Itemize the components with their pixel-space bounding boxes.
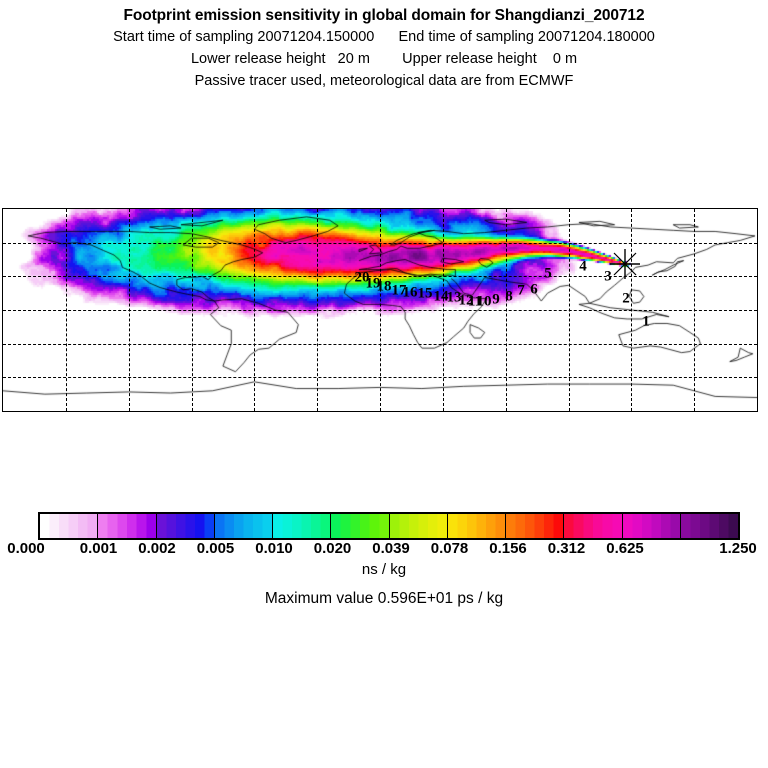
- colorbar-tick: 0.010: [255, 540, 293, 557]
- map-panel: 1 2 3 4 5 6 7 8 9 10 11 12 13 14 15 16 17 18 19 20: [2, 208, 758, 412]
- trajectory-day-labels: 1 2 3 4 5 6 7 8 9 10 11 12 13 14 15 16 17 18 19 20: [3, 209, 757, 411]
- colorbar-segment: [214, 514, 273, 538]
- colorbar-units: ns / kg: [361, 561, 407, 578]
- trajectory-day-label: 17: [391, 282, 407, 299]
- gridline-latitude: [3, 276, 757, 278]
- maximum-value-label: Maximum value 0.596E+01 ps / kg: [264, 590, 504, 607]
- trajectory-day-label: 11: [467, 293, 483, 310]
- trajectory-day-label: 15: [417, 285, 433, 302]
- trajectory-day-label: 2: [622, 290, 630, 307]
- colorbar-tick: 0.005: [196, 540, 235, 557]
- colorbar-segment: [564, 514, 623, 538]
- colorbar-segment: [156, 514, 215, 538]
- colorbar-segment: [506, 514, 565, 538]
- colorbar-tick: 0.625: [606, 540, 644, 557]
- map-gridlines: [3, 209, 757, 411]
- colorbar-tick: 0.156: [489, 540, 527, 557]
- trajectory-day-label: 8: [505, 288, 513, 305]
- colorbar-tick: 0.020: [313, 540, 352, 557]
- release-height-line: Lower release height 20 m Upper release …: [190, 51, 578, 67]
- colorbar-tick: 0.078: [430, 540, 469, 557]
- colorbar: [38, 512, 740, 540]
- trajectory-day-label: 20: [354, 269, 370, 286]
- gridline-latitude: [3, 242, 757, 244]
- colorbar-segment: [622, 514, 681, 538]
- colorbar-segment: [389, 514, 448, 538]
- trajectory-day-label: 7: [517, 282, 525, 299]
- colorbar-tick-labels: 0.000 0.001 0.002 0.005 0.010 0.020 0.039 0.078…: [0, 540, 768, 560]
- colorbar-tick: 0.001: [79, 540, 118, 557]
- colorbar-segment: [331, 514, 390, 538]
- colorbar-segment: [447, 514, 506, 538]
- trajectory-day-label: 12: [458, 292, 474, 309]
- release-site-marker: [608, 247, 642, 281]
- colorbar-tick: 0.039: [372, 540, 410, 557]
- trajectory-day-label: 16: [402, 284, 418, 301]
- trajectory-day-label: 18: [376, 278, 392, 295]
- trajectory-day-label: 5: [544, 265, 552, 282]
- colorbar-tick: 0.002: [138, 540, 176, 557]
- sampling-time-line: Start time of sampling 20071204.150000 E…: [113, 29, 655, 45]
- colorbar-tick: 0.000: [7, 540, 45, 557]
- trajectory-day-label: 10: [476, 293, 492, 310]
- colorbar-segment: [680, 514, 738, 538]
- tracer-meteo-line: Passive tracer used, meteorological data…: [194, 73, 574, 89]
- colorbar-tick: 1.250: [719, 540, 757, 557]
- trajectory-day-label: 19: [365, 275, 381, 292]
- page-title: Footprint emission sensitivity in global…: [123, 7, 645, 24]
- gridline-latitude: [3, 343, 757, 345]
- trajectory-day-label: 14: [433, 288, 449, 305]
- figure-header: Footprint emission sensitivity in global…: [0, 0, 768, 92]
- trajectory-day-label: 1: [642, 313, 650, 330]
- trajectory-day-label: 9: [492, 291, 500, 308]
- colorbar-segment: [273, 514, 332, 538]
- trajectory-day-label: 6: [530, 281, 538, 298]
- colorbar-segment: [98, 514, 157, 538]
- gridline-latitude: [3, 310, 757, 311]
- trajectory-day-label: 4: [579, 258, 587, 275]
- colorbar-tick: 0.312: [547, 540, 586, 557]
- trajectory-day-label: 3: [604, 268, 612, 285]
- gridline-latitude: [3, 377, 757, 379]
- trajectory-day-label: 13: [446, 289, 462, 306]
- colorbar-segment: [40, 514, 99, 538]
